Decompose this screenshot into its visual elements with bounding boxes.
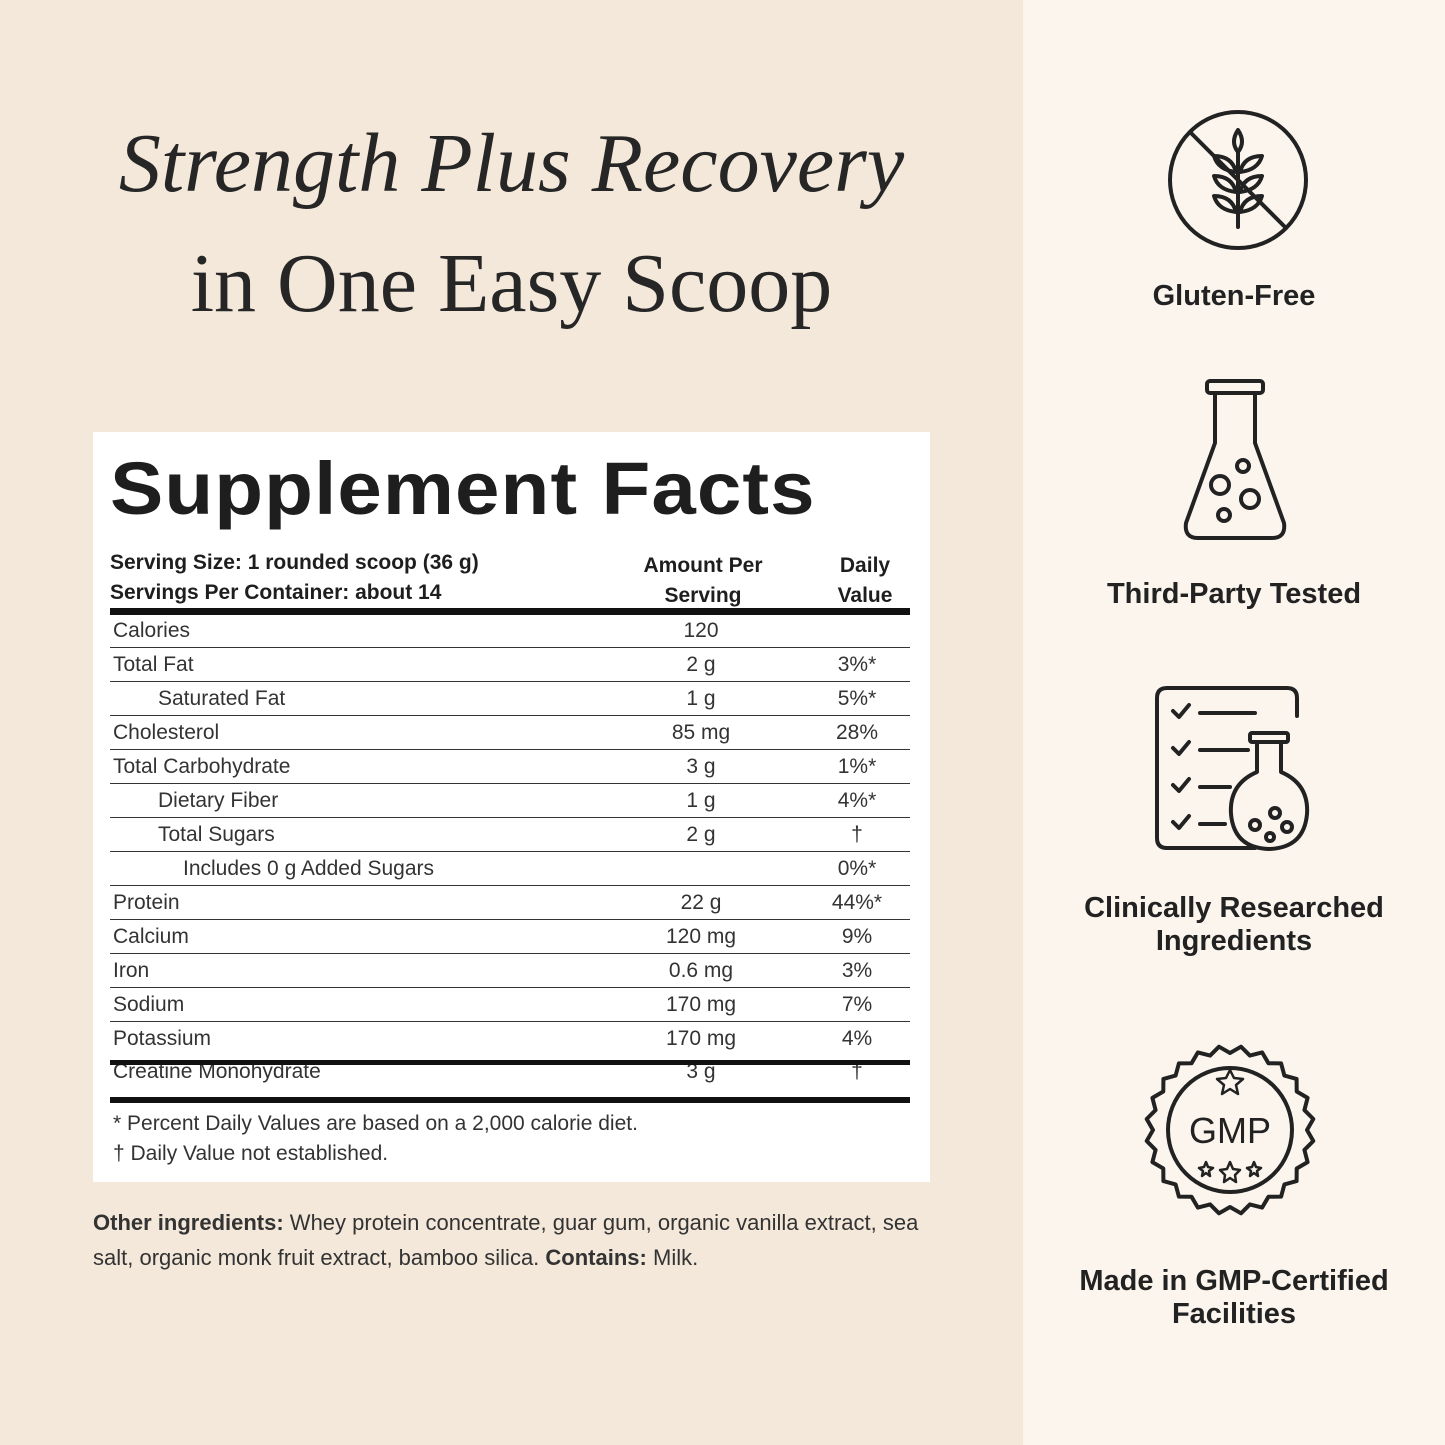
col-head: Serving [664, 584, 742, 607]
cell-amount: 1 g [598, 783, 804, 818]
facts-panel: Supplement Facts Serving Size: 1 rounded… [93, 432, 930, 1182]
facts-row: Calcium 120 mg 9% [110, 919, 910, 954]
facts-row: Calories 120 [110, 614, 910, 648]
facts-row: Creatine Monohydrate 3 g † [110, 1055, 910, 1088]
contains-label: Contains: [545, 1245, 647, 1270]
rule [110, 1060, 910, 1065]
gluten-icon [1168, 110, 1308, 250]
cell-dv: 5%* [804, 681, 910, 716]
rule [110, 1097, 910, 1103]
facts-row: Dietary Fiber 1 g 4%* [110, 783, 910, 818]
col-head: Value [837, 584, 893, 607]
cell-dv: 28% [804, 715, 910, 750]
cell-name: Dietary Fiber [110, 783, 598, 818]
facts-row: Potassium 170 mg 4% [110, 1022, 910, 1056]
footnote: † Daily Value not established. [113, 1142, 389, 1165]
cell-amount: 3 g [598, 749, 804, 784]
facts-row: Total Fat 2 g 3%* [110, 647, 910, 682]
cell-dv: 3% [804, 953, 910, 988]
ingredients-text: Whey protein concentrate, guar gum, orga… [93, 1210, 919, 1270]
cell-dv: 3%* [804, 647, 910, 682]
title-line: Strength Plus Recovery [118, 117, 905, 210]
facts-row: Saturated Fat 1 g 5%* [110, 681, 910, 716]
cell-dv: 4%* [804, 783, 910, 818]
cell-dv: † [851, 1059, 863, 1083]
facts-row: Total Sugars 2 g † [110, 817, 910, 852]
cell-dv: 7% [804, 987, 910, 1022]
facts-row: Iron 0.6 mg 3% [110, 953, 910, 988]
badge-label: Gluten-Free [1152, 280, 1316, 312]
cell-dv: 0%* [804, 851, 910, 886]
cell-name: Saturated Fat [110, 681, 598, 716]
side-panel [1023, 0, 1445, 1445]
cell-amount: 2 g [598, 817, 804, 852]
badge-label: Third-Party Tested [1106, 578, 1362, 610]
badge-label: Clinically Researched [1084, 892, 1384, 924]
col-head: Amount Per [643, 554, 763, 577]
title-line: in One Easy Scoop [190, 237, 833, 330]
badge-label: Made in GMP-Certified [1079, 1265, 1389, 1297]
cell-dv [804, 614, 910, 648]
seal-text: GMP [1189, 1110, 1271, 1151]
servings: Servings Per Container: about 14 [110, 581, 442, 604]
cell-amount: 170 mg [665, 1026, 737, 1050]
footnote: * Percent Daily Values are based on a 2,… [113, 1112, 638, 1135]
col-head: Daily [839, 554, 891, 577]
cell-amount: 22 g [598, 885, 804, 920]
facts-row: Cholesterol 85 mg 28% [110, 715, 910, 750]
facts-row: Sodium 170 mg 7% [110, 987, 910, 1022]
cell-dv: † [804, 817, 910, 852]
cell-name: Cholesterol [110, 715, 598, 750]
facts-row: Protein 22 g 44%* [110, 885, 910, 920]
cell-amount: 120 mg [598, 919, 804, 954]
gmp-seal: GMP [1144, 1044, 1316, 1216]
cell-name: Calcium [110, 919, 598, 954]
cell-amount: 3 g [686, 1059, 716, 1083]
contains-text: Milk. [646, 1245, 699, 1270]
cell-name: Total Carbohydrate [110, 749, 598, 784]
facts-row: Total Carbohydrate 3 g 1%* [110, 749, 910, 784]
cell-amount: 2 g [598, 647, 804, 682]
cell-dv: 1%* [804, 749, 910, 784]
cell-name: Sodium [110, 987, 598, 1022]
ingredients: Other ingredients: Whey protein concentr… [93, 1205, 953, 1275]
cell-name: Potassium [113, 1026, 212, 1050]
cell-dv: 4% [841, 1026, 873, 1050]
cell-name: Calories [110, 614, 598, 648]
facts-row: Includes 0 g Added Sugars 0%* [110, 851, 910, 886]
badge-label: Facilities [1171, 1298, 1297, 1330]
cell-name: Protein [110, 885, 598, 920]
cell-amount [598, 851, 804, 886]
cell-name: Creatine Monohydrate [113, 1059, 321, 1083]
cell-name: Total Fat [110, 647, 598, 682]
serving-size: Serving Size: 1 rounded scoop (36 g) [110, 551, 479, 574]
cell-amount: 85 mg [598, 715, 804, 750]
cell-name: Includes 0 g Added Sugars [110, 851, 598, 886]
cell-amount: 170 mg [598, 987, 804, 1022]
cell-dv: 9% [804, 919, 910, 954]
flask-icon [1183, 379, 1287, 540]
badge-label: Ingredients [1155, 925, 1313, 957]
rule [110, 608, 910, 615]
cell-amount: 0.6 mg [598, 953, 804, 988]
ingredients-label: Other ingredients: [93, 1210, 284, 1235]
facts-table: Calories 120 Total Fat 2 g 3%* Saturated Fat 1… [110, 614, 910, 1088]
cell-amount: 1 g [598, 681, 804, 716]
cell-amount: 120 [598, 614, 804, 648]
cell-name: Total Sugars [110, 817, 598, 852]
cell-name: Iron [110, 953, 598, 988]
research-icon [1155, 686, 1310, 851]
facts-title: Supplement Facts [110, 447, 816, 530]
cell-dv: 44%* [804, 885, 910, 920]
